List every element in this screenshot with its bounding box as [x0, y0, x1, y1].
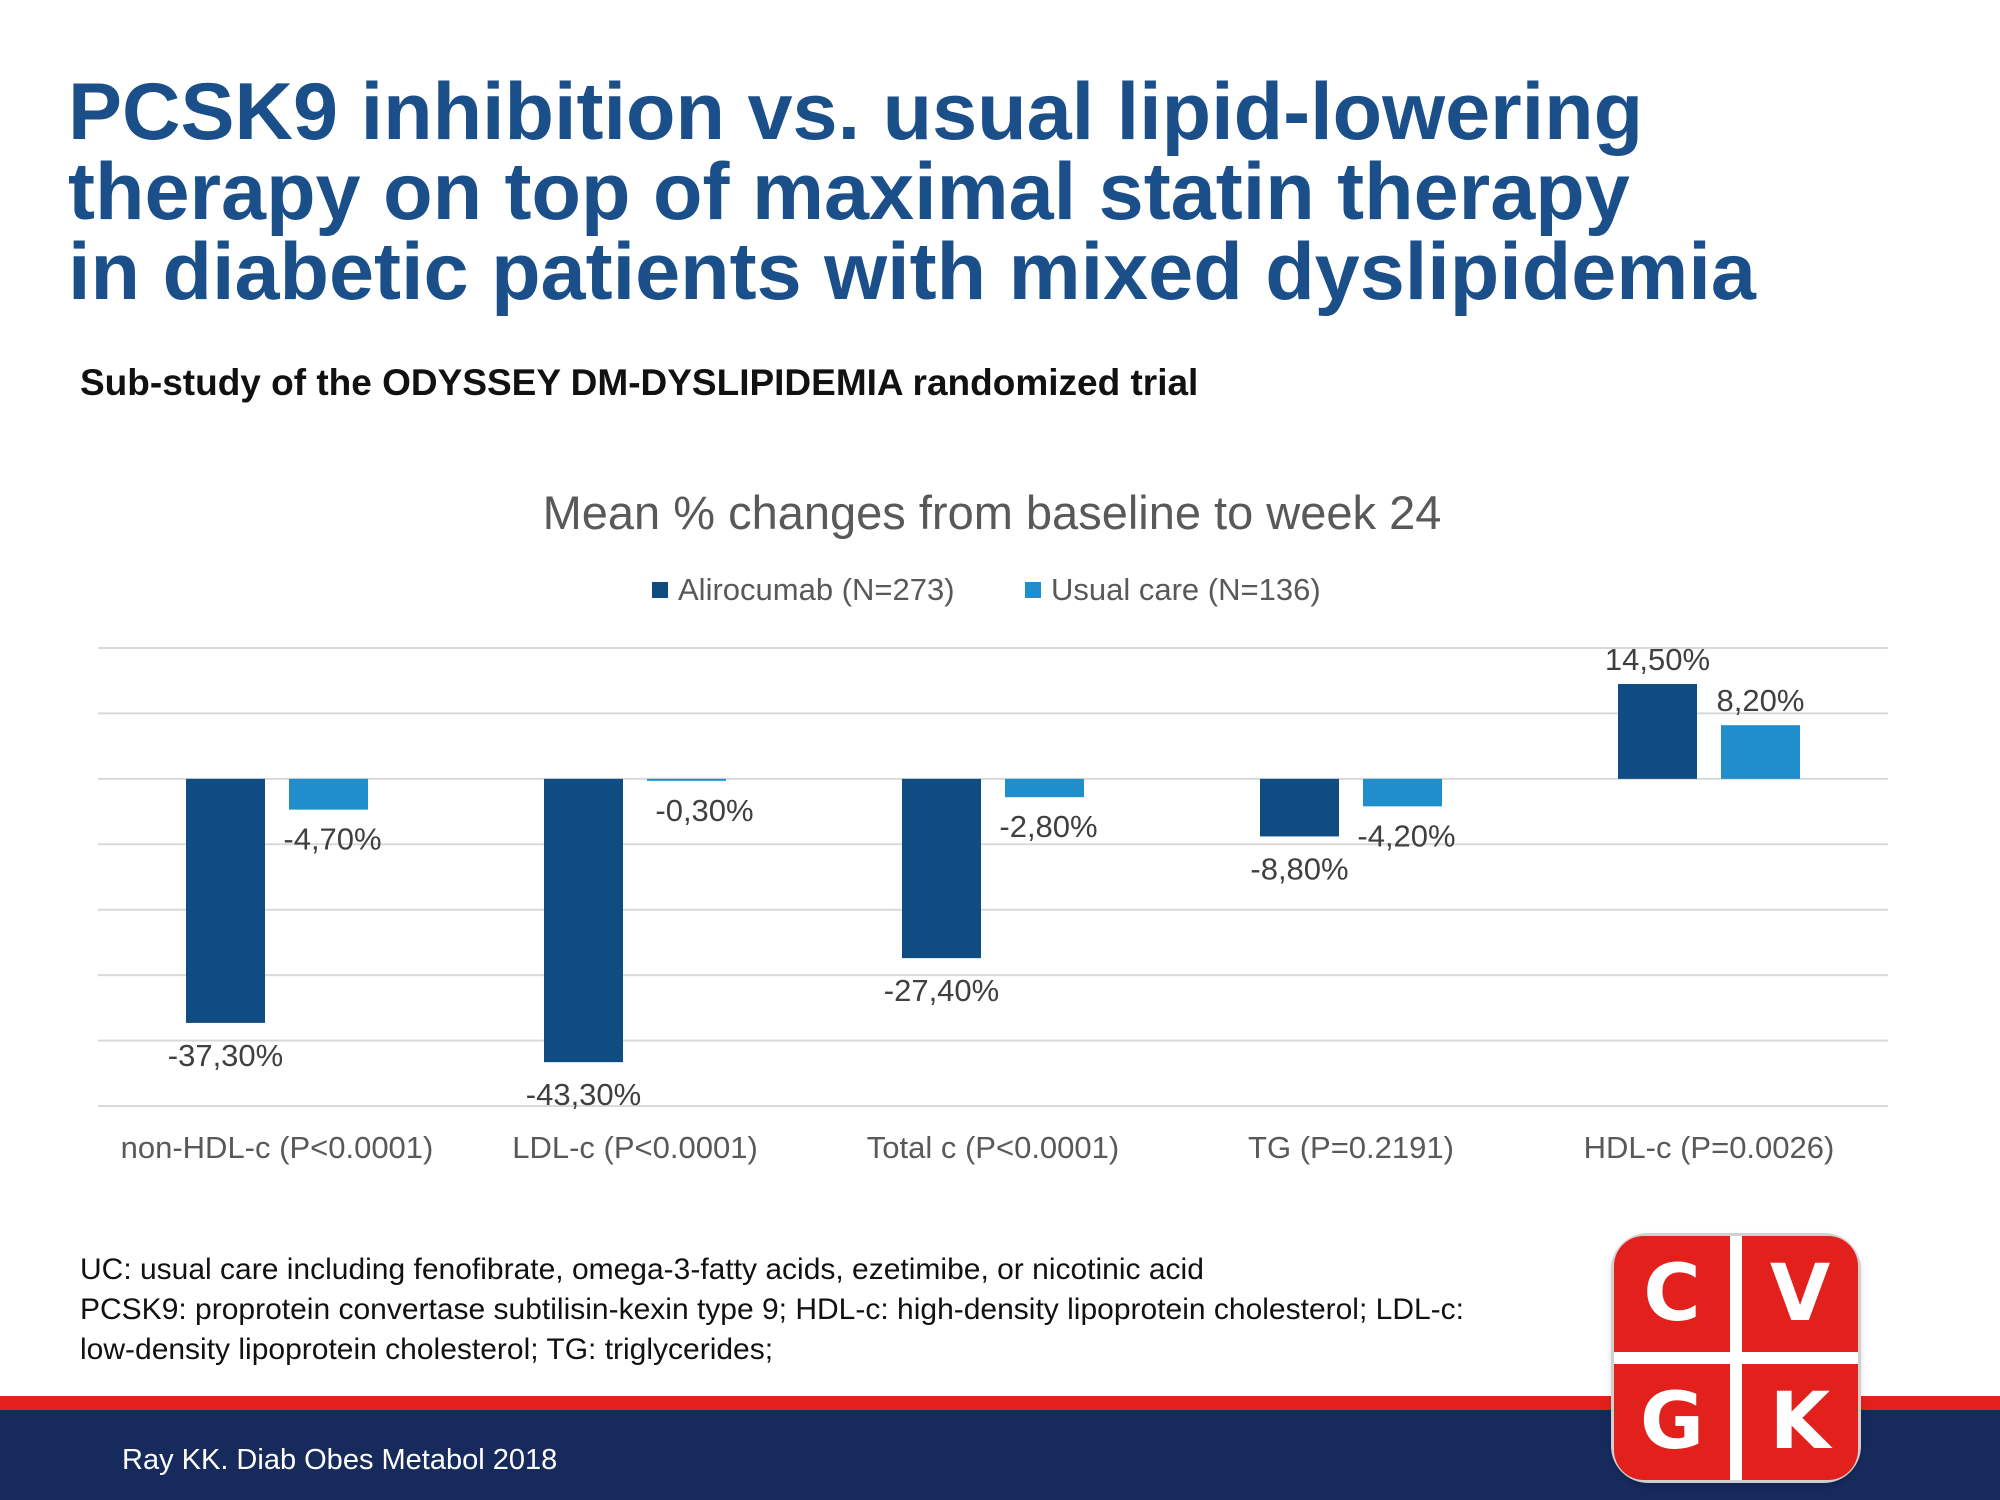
chart-bars — [186, 683, 1800, 1063]
category-label: non-HDL-c (P<0.0001) — [121, 1130, 434, 1165]
footnote-line: UC: usual care including fenofibrate, om… — [80, 1253, 1204, 1286]
bar-value-label: 14,50% — [1605, 642, 1710, 677]
footer-accent-stripe — [0, 1396, 2000, 1410]
chart-gridlines — [98, 647, 1888, 1107]
bar-chart: Mean % changes from baseline to week 24 … — [98, 486, 1888, 1165]
bar — [1721, 725, 1800, 779]
category-label: LDL-c (P<0.0001) — [512, 1130, 758, 1165]
bar — [1618, 683, 1697, 779]
bar — [902, 778, 981, 959]
bar — [289, 778, 368, 810]
bar — [1363, 778, 1442, 807]
title-line-3: in diabetic patients with mixed dyslipid… — [68, 227, 1756, 317]
category-label: Total c (P<0.0001) — [867, 1130, 1119, 1165]
chart-legend: Alirocumab (N=273) Usual care (N=136) — [652, 572, 1321, 607]
bar — [1260, 778, 1339, 837]
bar-value-label: -27,40% — [884, 973, 999, 1008]
category-label: TG (P=0.2191) — [1248, 1130, 1454, 1165]
bar-value-label: -2,80% — [999, 809, 1097, 844]
logo-letter-v: V — [1742, 1236, 1858, 1352]
bar-value-label: -8,80% — [1250, 851, 1348, 886]
legend-label: Usual care (N=136) — [1051, 572, 1321, 607]
legend-swatch — [1025, 582, 1041, 598]
page-subtitle: Sub-study of the ODYSSEY DM-DYSLIPIDEMIA… — [80, 362, 1199, 403]
footnote-line: low-density lipoprotein cholesterol; TG:… — [80, 1333, 774, 1366]
legend-label: Alirocumab (N=273) — [678, 572, 955, 607]
bar — [1005, 778, 1084, 798]
bar-value-label: 8,20% — [1717, 683, 1805, 718]
page-title: PCSK9 inhibition vs. usual lipid-lowerin… — [68, 67, 1968, 317]
category-label: HDL-c (P=0.0026) — [1584, 1130, 1835, 1165]
bar — [544, 778, 623, 1063]
bar-value-label: -4,20% — [1357, 818, 1455, 853]
citation: Ray KK. Diab Obes Metabol 2018 — [122, 1444, 558, 1476]
logo-letter-g: G — [1614, 1364, 1730, 1480]
title-line-2: therapy on top of maximal statin therapy — [68, 147, 1630, 237]
bar-value-label: -4,70% — [283, 822, 381, 857]
footnotes: UC: usual care including fenofibrate, om… — [80, 1250, 1620, 1370]
cvgk-logo: C V G K — [1614, 1236, 1858, 1480]
bar — [186, 778, 265, 1023]
legend-swatch — [652, 582, 668, 598]
logo-letter-k: K — [1742, 1364, 1858, 1480]
chart-category-labels: non-HDL-c (P<0.0001) LDL-c (P<0.0001) Tota… — [121, 1130, 1835, 1165]
bar-value-label: -43,30% — [526, 1077, 641, 1112]
bar — [647, 778, 726, 781]
logo-letter-c: C — [1614, 1236, 1730, 1352]
bar-value-label: -37,30% — [168, 1038, 283, 1073]
title-line-1: PCSK9 inhibition vs. usual lipid-lowerin… — [68, 67, 1644, 157]
chart-value-labels: -37,30% -4,70% -43,30% -0,30% -27,40% -2,80% -… — [168, 642, 1805, 1112]
bar-value-label: -0,30% — [655, 793, 753, 828]
footnote-line: PCSK9: proprotein convertase subtilisin-… — [80, 1293, 1464, 1326]
chart-title: Mean % changes from baseline to week 24 — [543, 486, 1442, 539]
